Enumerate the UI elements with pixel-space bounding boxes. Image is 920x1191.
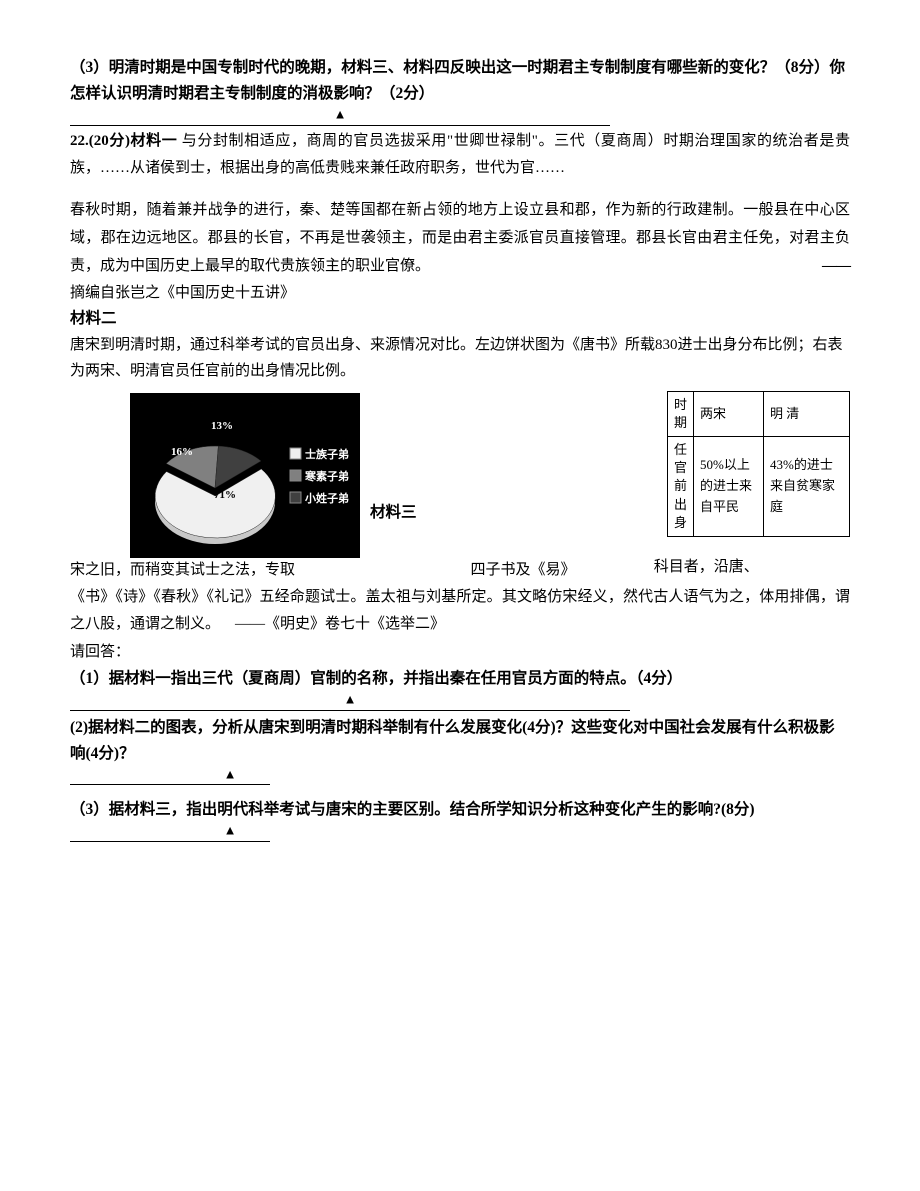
- m3-left: 宋之旧，而稍变其试士之法，专取: [70, 562, 295, 578]
- svg-text:士族子弟: 士族子弟: [305, 447, 349, 461]
- q22-source1: 摘编自张岂之《中国历史十五讲》: [70, 280, 850, 307]
- th-period: 时期: [667, 391, 693, 436]
- triangle-icon: ▲: [334, 105, 347, 126]
- material2-intro: 唐宋到明清时期，通过科举考试的官员出身、来源情况对比。左边饼状图为《唐书》所载8…: [70, 332, 850, 385]
- q22-header: 22.(20分)材料一: [70, 133, 177, 149]
- answer-blank-line: ▲: [70, 693, 630, 711]
- table-header-row: 时期 两宋 明 清: [667, 391, 849, 436]
- pie-svg: 71% 16% 13% 士族子弟寒素子弟小姓子弟: [130, 393, 360, 558]
- th-mingqing: 明 清: [764, 391, 850, 436]
- q22-para1: 22.(20分)材料一 与分封制相适应，商周的官员选拔采用"世卿世禄制"。三代（…: [70, 128, 850, 184]
- triangle-icon: ▲: [344, 690, 357, 711]
- svg-text:小姓子弟: 小姓子弟: [304, 491, 349, 505]
- svg-text:寒素子弟: 寒素子弟: [304, 469, 349, 483]
- pie-chart: 71% 16% 13% 士族子弟寒素子弟小姓子弟: [130, 393, 360, 558]
- svg-text:13%: 13%: [211, 420, 233, 432]
- material3-label: 材料三: [370, 504, 417, 521]
- triangle-icon: ▲: [224, 764, 237, 785]
- answer-blank-line: ▲: [70, 824, 270, 842]
- td-mingqing: 43%的进士来自贫寒家庭: [764, 437, 850, 537]
- m3-right2: 四子书及《易》: [471, 562, 576, 578]
- source-dash: ——: [822, 253, 850, 281]
- td-rowlabel: 任官前出身: [667, 437, 693, 537]
- answer-blank-line: ▲: [70, 108, 610, 126]
- origin-table-wrap: 时期 两宋 明 清 任官前出身 50%以上的进士来自平民 43%的进士来自贫寒家…: [667, 391, 850, 537]
- m3-tail-text: 《书》《诗》《春秋》《礼记》五经命题试士。盖太祖与刘基所定。其文略仿宋经义，然代…: [70, 589, 850, 633]
- sub-q3: （3）据材料三，指出明代科举考试与唐宋的主要区别。结合所学知识分析这种变化产生的…: [70, 797, 850, 823]
- material2-label: 材料二: [70, 307, 850, 332]
- q22-para2: 春秋时期，随着兼并战争的进行，秦、楚等国都在新占领的地方上设立县和郡，作为新的行…: [70, 197, 850, 280]
- table-data-row: 任官前出身 50%以上的进士来自平民 43%的进士来自贫寒家庭: [667, 437, 849, 537]
- origin-table: 时期 两宋 明 清 任官前出身 50%以上的进士来自平民 43%的进士来自贫寒家…: [667, 391, 850, 537]
- m3-right1: 科目者，沿唐、: [654, 559, 759, 575]
- chart-table-row: 时期 两宋 明 清 任官前出身 50%以上的进士来自平民 43%的进士来自贫寒家…: [70, 391, 850, 581]
- please-answer: 请回答：: [70, 639, 850, 666]
- th-songsong: 两宋: [694, 391, 764, 436]
- m3-source: ——《明史》卷七十《选举二》: [235, 616, 445, 632]
- q22-para2-text: 春秋时期，随着兼并战争的进行，秦、楚等国都在新占领的地方上设立县和郡，作为新的行…: [70, 202, 850, 274]
- material3-tail: 《书》《诗》《春秋》《礼记》五经命题试士。盖太祖与刘基所定。其文略仿宋经义，然代…: [70, 584, 850, 640]
- svg-text:16%: 16%: [171, 446, 193, 458]
- svg-text:71%: 71%: [214, 489, 236, 501]
- sub-q1: （1）据材料一指出三代（夏商周）官制的名称，并指出秦在任用官员方面的特点。（4分…: [70, 666, 850, 692]
- answer-blank-line: ▲: [70, 767, 270, 785]
- question-3-heading: （3）明清时期是中国专制时代的晚期，材料三、材料四反映出这一时期君主专制制度有哪…: [70, 55, 850, 108]
- pie-chart-wrap: 71% 16% 13% 士族子弟寒素子弟小姓子弟: [130, 393, 360, 558]
- triangle-icon: ▲: [224, 821, 237, 842]
- sub-q2: (2)据材料二的图表，分析从唐宋到明清时期科举制有什么发展变化(4分)？这些变化…: [70, 715, 850, 768]
- q22-para1-text: 与分封制相适应，商周的官员选拔采用"世卿世禄制"。三代（夏商周）时期治理国家的统…: [70, 133, 850, 177]
- td-song: 50%以上的进士来自平民: [694, 437, 764, 537]
